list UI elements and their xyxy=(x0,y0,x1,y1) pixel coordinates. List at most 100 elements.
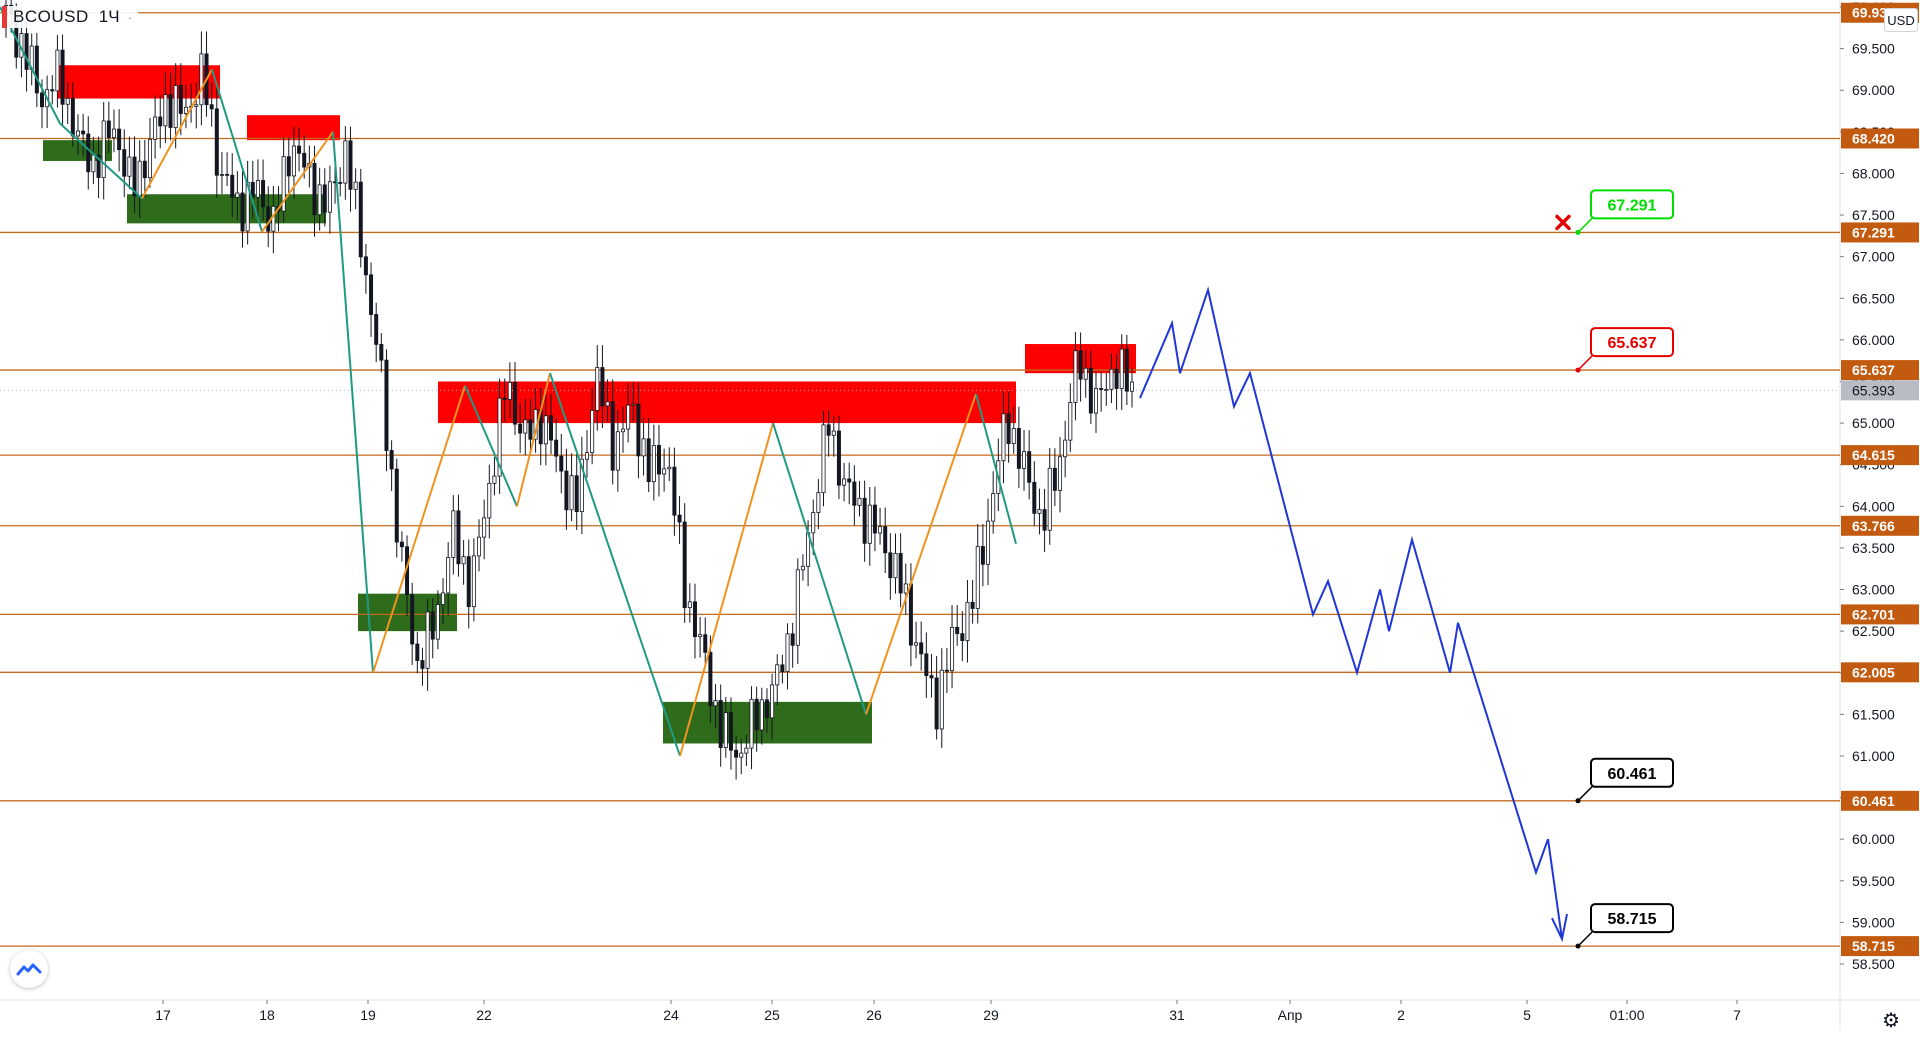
candle-up xyxy=(1022,451,1027,469)
candle-up xyxy=(950,626,955,672)
target-connector xyxy=(1577,355,1593,371)
candle-up xyxy=(281,156,286,212)
zigzag-down-segment xyxy=(211,69,263,232)
candle-up xyxy=(482,517,487,538)
candle-down xyxy=(384,359,389,451)
level-badge xyxy=(1841,360,1919,381)
target-value: 67.291 xyxy=(1608,197,1657,214)
candle-up xyxy=(821,424,826,494)
candle-up xyxy=(65,97,70,105)
candle-down xyxy=(754,698,759,731)
y-tick-label: 66.000 xyxy=(1852,332,1895,348)
candle-down xyxy=(960,633,965,641)
candle-up xyxy=(687,601,692,609)
more-dots-icon[interactable]: · xyxy=(127,9,133,25)
candle-up xyxy=(584,452,589,460)
candle-down xyxy=(1052,467,1057,491)
candle-down xyxy=(312,162,317,216)
candle-down xyxy=(240,192,245,232)
level-badge xyxy=(1841,936,1919,957)
level-badge xyxy=(1841,128,1919,149)
candle-down xyxy=(261,180,266,208)
candle-down xyxy=(826,424,831,436)
candles-group xyxy=(4,0,1135,780)
candle-up xyxy=(1094,388,1099,414)
target-anchor-dot xyxy=(1575,943,1581,949)
candle-down xyxy=(158,116,163,127)
candle-up xyxy=(1068,401,1073,441)
candle-up xyxy=(857,497,862,506)
candle-up xyxy=(353,181,358,190)
y-tick-label: 67.000 xyxy=(1852,249,1895,265)
candle-up xyxy=(497,397,502,477)
currency-button[interactable]: USD xyxy=(1884,8,1918,32)
target-box xyxy=(1590,189,1674,220)
candle-down xyxy=(847,478,852,483)
candle-down xyxy=(214,108,219,176)
candle-down xyxy=(970,601,975,609)
candle-up xyxy=(343,140,348,184)
candle-down xyxy=(836,430,841,486)
candle-down xyxy=(34,45,39,94)
tradingview-logo-icon[interactable] xyxy=(10,950,48,988)
candle-down xyxy=(528,419,533,440)
candle-up xyxy=(127,156,132,177)
candle-up xyxy=(939,669,944,730)
candle-down xyxy=(1027,451,1032,483)
candle-up xyxy=(903,583,908,594)
candle-down xyxy=(322,184,327,213)
candle-up xyxy=(425,611,430,669)
candle-down xyxy=(415,643,420,661)
candle-down xyxy=(266,206,271,232)
gear-icon[interactable]: ⚙ xyxy=(1882,1010,1900,1032)
candle-down xyxy=(610,401,615,471)
candle-down xyxy=(944,669,949,672)
candle-down xyxy=(728,712,733,751)
candle-down xyxy=(934,677,939,730)
candle-up xyxy=(153,116,158,140)
candle-up xyxy=(487,482,492,519)
symbol-header[interactable]: BCOUSD 1Ч · xyxy=(2,6,139,28)
candle-up xyxy=(1104,388,1109,391)
candle-down xyxy=(672,466,677,516)
candle-up xyxy=(723,712,728,748)
candle-down xyxy=(554,439,559,457)
candle-down xyxy=(60,49,65,105)
candle-up xyxy=(770,684,775,719)
y-tick-label: 67.500 xyxy=(1852,207,1895,223)
candle-down xyxy=(39,92,44,108)
candle-down xyxy=(132,156,137,197)
candle-up xyxy=(800,565,805,571)
candle-up xyxy=(137,160,142,197)
candle-down xyxy=(718,700,723,748)
candle-up xyxy=(471,555,476,608)
candle-down xyxy=(852,481,857,506)
candle-up xyxy=(831,430,836,436)
candle-down xyxy=(394,468,399,543)
current-price-text: 65.393 xyxy=(1852,382,1895,398)
symbol-interval[interactable]: 1Ч xyxy=(98,7,120,26)
candle-up xyxy=(569,475,574,511)
candle-down xyxy=(980,546,985,565)
zigzag-down-segment xyxy=(975,393,1017,545)
candle-up xyxy=(199,53,204,106)
x-tick-label: 25 xyxy=(764,1007,780,1023)
candle-down xyxy=(1099,388,1104,390)
candle-up xyxy=(173,85,178,128)
x-tick-label: 18 xyxy=(259,1007,275,1023)
candle-down xyxy=(682,521,687,609)
candle-up xyxy=(615,431,620,471)
candle-up xyxy=(327,181,332,213)
candle-down xyxy=(86,133,91,173)
candle-down xyxy=(1124,348,1129,392)
candle-down xyxy=(363,256,368,276)
current-price-badge xyxy=(1841,380,1919,401)
zigzag-down-segment xyxy=(772,422,867,715)
level-badge-text: 63.766 xyxy=(1852,518,1895,534)
candle-up xyxy=(523,419,528,434)
candle-down xyxy=(600,367,605,407)
candle-up xyxy=(811,512,816,534)
candle-down xyxy=(898,553,903,594)
candle-down xyxy=(1006,413,1011,444)
